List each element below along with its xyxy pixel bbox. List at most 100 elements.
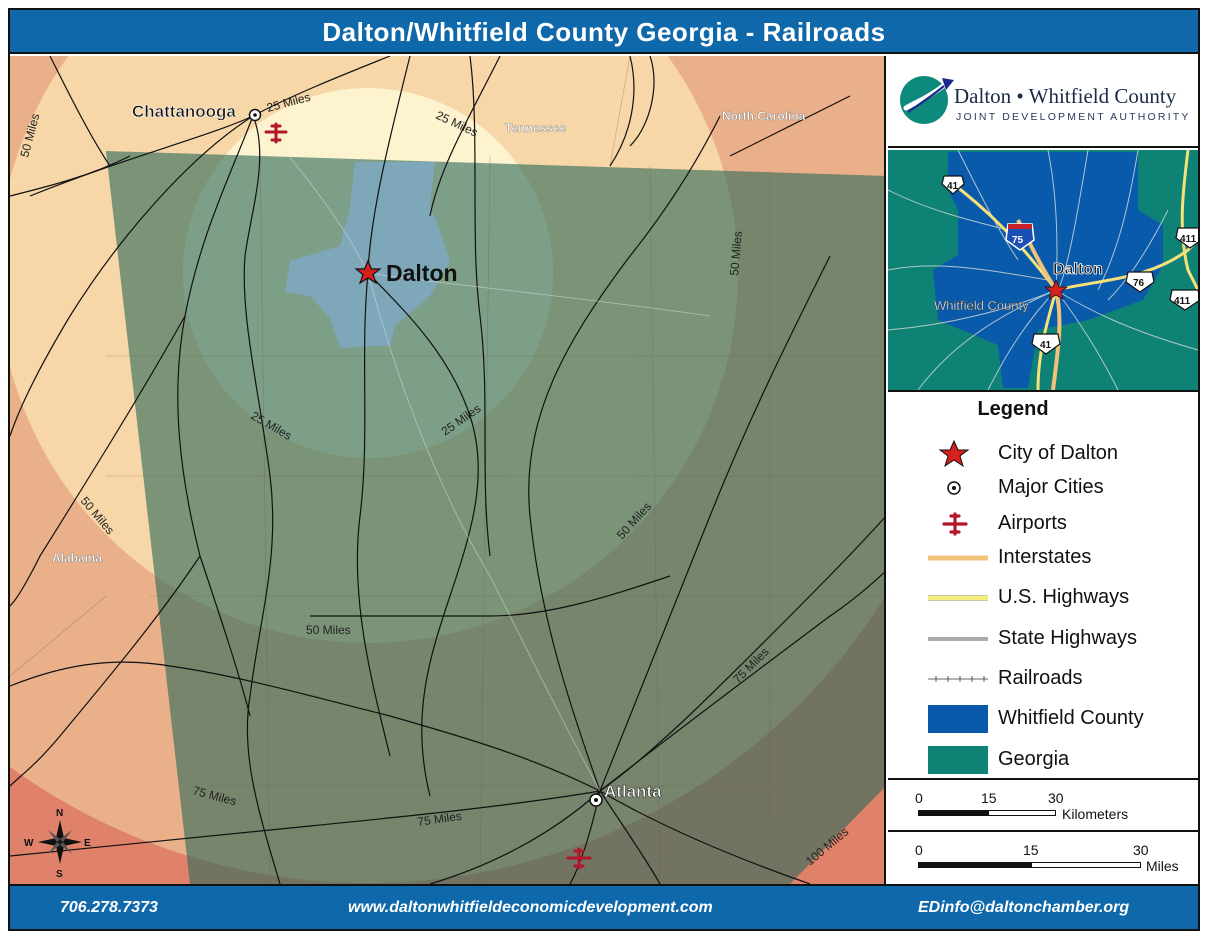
georgia-swatch-icon — [928, 746, 988, 774]
railroad-line-icon — [928, 676, 988, 682]
compass-w: W — [24, 838, 34, 849]
scale-km-tick-0: 0 — [915, 790, 923, 806]
shield-us41-south-text: 41 — [1040, 340, 1052, 351]
scale-mi-tick-0: 0 — [915, 842, 923, 858]
inset-whitfield-county — [933, 152, 1163, 388]
city-dot-icon — [947, 481, 961, 495]
main-map: 25 Miles 25 Miles 25 Miles 25 Miles 50 M… — [10, 56, 886, 884]
jda-logo-icon — [900, 76, 954, 124]
scale-km-tick-15: 15 — [981, 790, 997, 806]
scale-km-segment-light — [988, 810, 1056, 816]
legend-item-georgia: Georgia — [888, 742, 1198, 778]
legend-item-us-highways: U.S. Highways — [888, 580, 1198, 616]
airport-chattanooga — [264, 122, 288, 144]
red-star-icon — [938, 440, 970, 468]
highway-network — [252, 115, 711, 792]
railroad-network — [10, 56, 884, 884]
dalton-label: Dalton — [386, 260, 458, 286]
main-map-canvas: 25 Miles 25 Miles 25 Miles 25 Miles 50 M… — [10, 56, 884, 884]
ring-label-75-s: 75 Miles — [416, 809, 462, 829]
county-boundaries — [10, 56, 884, 884]
shield-us41-south: 41 — [1031, 333, 1061, 355]
legend-item-whitfield-county: Whitfield County — [888, 701, 1198, 737]
chattanooga-label: Chattanooga — [132, 102, 236, 121]
legend-item-railroads: Railroads — [888, 661, 1198, 697]
footer-email-link[interactable]: EDinfo@daltonchamber.org — [918, 899, 1130, 916]
compass-n: N — [56, 808, 63, 819]
logo-name: Dalton • Whitfield County — [954, 84, 1177, 108]
map-title: Dalton/Whitfield County Georgia - Railro… — [10, 10, 1198, 54]
footer-phone: 706.278.7373 — [60, 899, 158, 916]
shield-i75-text: 75 — [1012, 235, 1024, 246]
airplane-icon — [264, 122, 288, 144]
logo-subtitle: JOINT DEVELOPMENT AUTHORITY — [956, 111, 1191, 123]
whitfield-county-shape — [285, 162, 450, 348]
shield-us41-north-text: 41 — [947, 181, 959, 192]
state-labels: Tennessee North Carolina Alabama — [52, 109, 806, 565]
state-label-tennessee: Tennessee — [505, 121, 566, 135]
scale-bar-miles: 0 15 30 Miles — [888, 834, 1198, 884]
shield-us411-north-text: 411 — [1180, 234, 1197, 245]
scale-mi-segment-dark — [918, 862, 1031, 868]
state-label-north-carolina: North Carolina — [722, 109, 806, 123]
airplane-icon — [942, 512, 968, 536]
inset-dalton-label: Dalton — [1053, 261, 1103, 278]
ring-label-50-e: 50 Miles — [727, 231, 745, 277]
georgia-overlay — [106, 151, 884, 884]
legend-label: City of Dalton — [998, 442, 1119, 464]
legend-label: Railroads — [998, 667, 1083, 689]
inset-state-roads — [888, 150, 1198, 390]
dalton-marker: Dalton — [354, 259, 458, 286]
scale-km-tick-30: 30 — [1048, 790, 1064, 806]
footer-bar: 706.278.7373 www.daltonwhitfieldeconomic… — [10, 884, 1198, 929]
legend-label: U.S. Highways — [998, 586, 1130, 608]
us-highway-line-icon — [928, 595, 988, 601]
legend-label: Georgia — [998, 748, 1070, 770]
inset-map-canvas: Dalton Whitfield County 41 75 76 411 411… — [888, 150, 1198, 390]
inset-map: Dalton Whitfield County 41 75 76 411 411… — [888, 150, 1198, 392]
airplane-icon — [566, 847, 592, 870]
compass-e: E — [84, 838, 91, 849]
legend-label: Major Cities — [998, 476, 1104, 498]
dalton-star-icon — [354, 259, 382, 285]
chattanooga-marker: Chattanooga — [132, 102, 262, 121]
footer-website-link[interactable]: www.daltonwhitfieldeconomicdevelopment.c… — [348, 899, 713, 916]
legend-label: Interstates — [998, 546, 1092, 568]
legend-label: State Highways — [998, 627, 1137, 649]
shield-us76: 76 — [1125, 271, 1155, 293]
scale-mi-tick-30: 30 — [1133, 842, 1149, 858]
shield-us76-text: 76 — [1133, 278, 1145, 289]
compass-s: S — [56, 869, 63, 880]
ring-label-50-s: 50 Miles — [306, 623, 351, 637]
inset-dalton-star-icon — [1043, 278, 1069, 300]
compass-rose: N S E W — [24, 808, 91, 880]
atlanta-label: Atlanta — [604, 782, 662, 801]
atlanta-marker: Atlanta — [589, 782, 662, 807]
whitfield-swatch-icon — [928, 705, 988, 733]
shield-us41-north: 41 — [941, 175, 965, 195]
legend-item-city-of-dalton: City of Dalton — [888, 436, 1198, 472]
inset-county-label: Whitfield County — [934, 298, 1029, 313]
scale-bar-kilometers: 0 15 30 Kilometers — [888, 782, 1198, 832]
state-highway-line-icon — [928, 637, 988, 641]
scale-mi-segment-light — [1031, 862, 1141, 868]
airport-atlanta — [566, 847, 592, 870]
state-label-alabama: Alabama — [52, 551, 102, 565]
shield-us411-east-text: 411 — [1174, 296, 1191, 307]
logo-panel: Dalton • Whitfield County JOINT DEVELOPM… — [888, 56, 1198, 148]
scale-mi-unit: Miles — [1146, 858, 1179, 874]
shield-us411-north: 411 — [1175, 227, 1198, 249]
shield-i75: 75 — [1005, 223, 1035, 251]
scale-km-segment-dark — [918, 810, 988, 816]
legend-item-major-cities: Major Cities — [888, 470, 1198, 506]
legend-panel: Legend City of Dalton Major Cities Airpo… — [888, 394, 1198, 780]
scale-mi-tick-15: 15 — [1023, 842, 1039, 858]
scale-km-unit: Kilometers — [1062, 806, 1129, 822]
legend-item-airports: Airports — [888, 506, 1198, 542]
legend-label: Airports — [998, 512, 1067, 534]
interstate-line-icon — [928, 555, 988, 561]
legend-item-interstates: Interstates — [888, 540, 1198, 576]
legend-label: Whitfield County — [998, 707, 1144, 729]
shield-us411-east: 411 — [1169, 289, 1198, 311]
legend-title: Legend — [977, 398, 1049, 420]
